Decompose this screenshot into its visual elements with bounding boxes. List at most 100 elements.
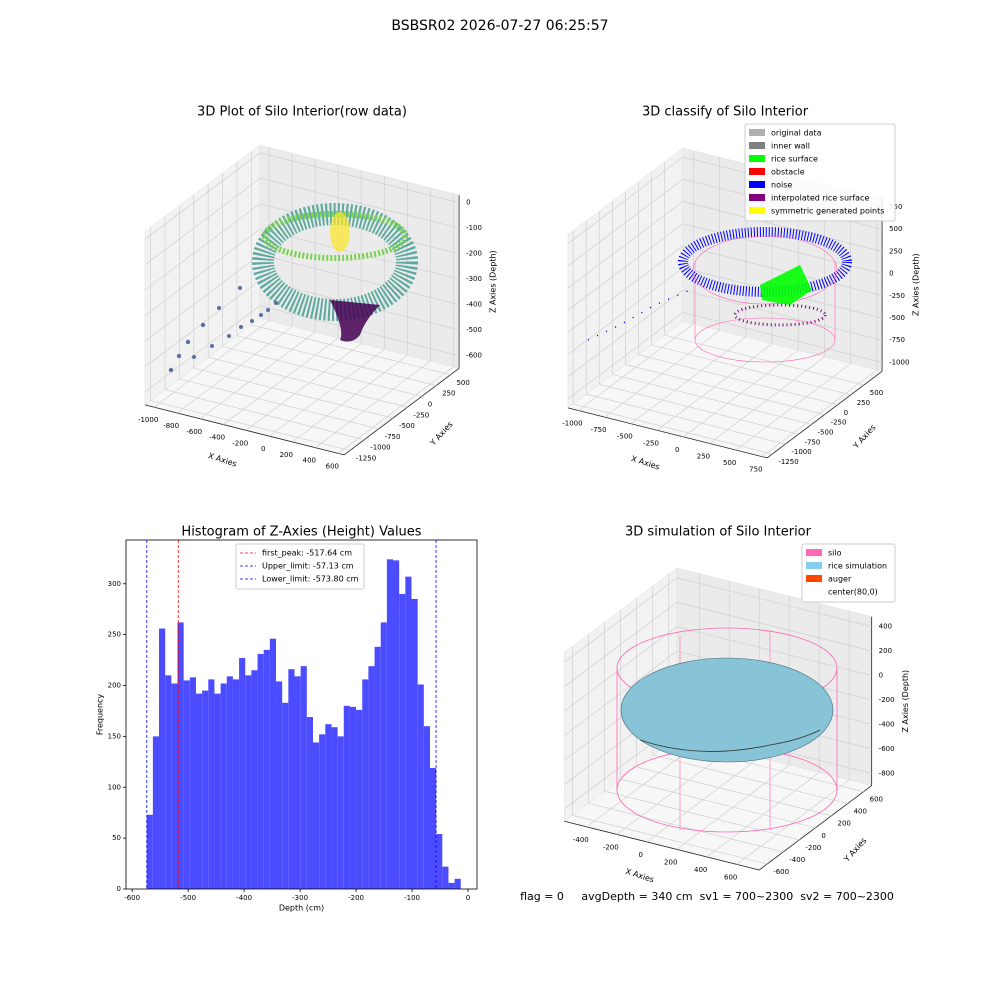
y-tick-label: 200	[108, 682, 121, 690]
z-tick-label: -600	[879, 745, 895, 753]
z-tick-label: -400	[466, 301, 482, 309]
z-tick-label: -250	[889, 292, 905, 300]
legend-swatch	[806, 588, 822, 595]
bar	[189, 677, 196, 889]
y-tick-label: -500	[399, 422, 415, 430]
legend-label: original data	[771, 129, 822, 138]
legend-label: auger	[828, 575, 852, 584]
grid-line	[567, 312, 684, 400]
bar	[263, 649, 270, 889]
y-tick-label: -1000	[791, 448, 811, 456]
legend-label: center(80,0)	[828, 588, 878, 597]
point-cluster	[330, 300, 380, 342]
grid-line	[599, 383, 799, 435]
bar	[417, 684, 424, 889]
z-tick-label: -500	[466, 326, 482, 334]
grid-line	[144, 228, 261, 317]
legend-label: rice simulation	[828, 562, 887, 571]
legend-label: silo	[828, 549, 842, 558]
point-trail	[168, 286, 278, 373]
point-cloud-raw	[168, 203, 418, 373]
y-tick-label: 250	[108, 631, 121, 639]
point	[239, 325, 243, 329]
z-tick-label: -600	[466, 352, 482, 360]
bar	[226, 676, 233, 889]
y-tick-label: 600	[870, 796, 883, 804]
status-footer: flag = 0 avgDepth = 340 cm sv1 = 700~230…	[520, 890, 894, 903]
x-tick-label: -250	[643, 439, 659, 447]
bar	[448, 882, 455, 889]
z-tick-label: -500	[889, 314, 905, 322]
x-tick-label: -1000	[562, 420, 582, 428]
rice-surface	[620, 657, 834, 763]
legend-label: Lower_limit: -573.80 cm	[262, 575, 359, 584]
plot-frame	[125, 539, 478, 890]
legend-swatch	[749, 194, 765, 201]
z-tick-label: 0	[466, 199, 470, 207]
legend-frame	[801, 543, 896, 603]
grid-line	[620, 778, 816, 829]
y-tick-label: -750	[804, 438, 820, 446]
x-tick-label: -500	[617, 433, 633, 441]
bar	[393, 560, 400, 889]
y-tick-label: -1000	[370, 444, 390, 452]
grid-line	[236, 335, 437, 386]
grid-line	[144, 254, 261, 342]
rice-surface	[760, 265, 812, 305]
grid-line	[567, 156, 684, 244]
x-tick-label: 200	[280, 451, 293, 459]
grid-line	[259, 254, 460, 305]
y-tick-label: 500	[456, 379, 469, 387]
x-tick-label: -300	[292, 894, 308, 902]
bar	[208, 679, 215, 889]
point	[238, 286, 242, 290]
bar	[423, 726, 430, 889]
z-tick-label: -800	[879, 769, 895, 777]
legend-swatch	[749, 142, 765, 149]
point	[227, 334, 231, 338]
grid-line	[586, 393, 786, 445]
bar	[349, 706, 357, 889]
bar	[183, 680, 190, 889]
y-tick-label: -250	[831, 419, 847, 427]
bar	[239, 658, 246, 889]
legend-swatch	[806, 549, 822, 556]
x-tick-label: 200	[664, 858, 677, 866]
grid-line	[625, 364, 825, 415]
z-tick-label: 200	[879, 647, 892, 655]
y-tick-label: -250	[413, 411, 429, 419]
x-tick-label: -500	[180, 894, 196, 902]
bar	[319, 734, 326, 889]
bar	[331, 727, 338, 889]
z-axis-label: Z Axies (Depth)	[489, 250, 498, 313]
legend-label: first_peak: -517.64 cm	[262, 549, 352, 558]
point	[250, 319, 254, 323]
legend-label: symmetric generated points	[771, 207, 884, 216]
x-tick-label: -100	[404, 894, 420, 902]
grid-line	[251, 324, 451, 376]
z-tick-label: -200	[879, 696, 895, 704]
point	[185, 339, 191, 345]
interpolated-ring	[733, 303, 827, 327]
x-tick-label: 0	[639, 851, 643, 859]
grid-line	[222, 346, 422, 397]
bar	[195, 693, 203, 889]
bar	[386, 559, 394, 889]
bar	[152, 736, 160, 889]
grid-line	[567, 178, 684, 267]
y-tick-label: -750	[385, 433, 401, 441]
legend-swatch	[749, 155, 765, 162]
y-tick-label: 0	[117, 885, 121, 893]
z-tick-label: -750	[889, 336, 905, 344]
grid-line	[164, 389, 365, 441]
grid-line	[636, 766, 832, 817]
grid-line	[208, 356, 408, 408]
grid-line	[150, 400, 350, 451]
bar	[405, 576, 412, 889]
y-tick-label: 250	[442, 390, 455, 398]
grid-line	[199, 331, 316, 420]
bar	[269, 638, 277, 889]
bar	[411, 599, 418, 889]
x-tick-label: 0	[675, 446, 679, 454]
